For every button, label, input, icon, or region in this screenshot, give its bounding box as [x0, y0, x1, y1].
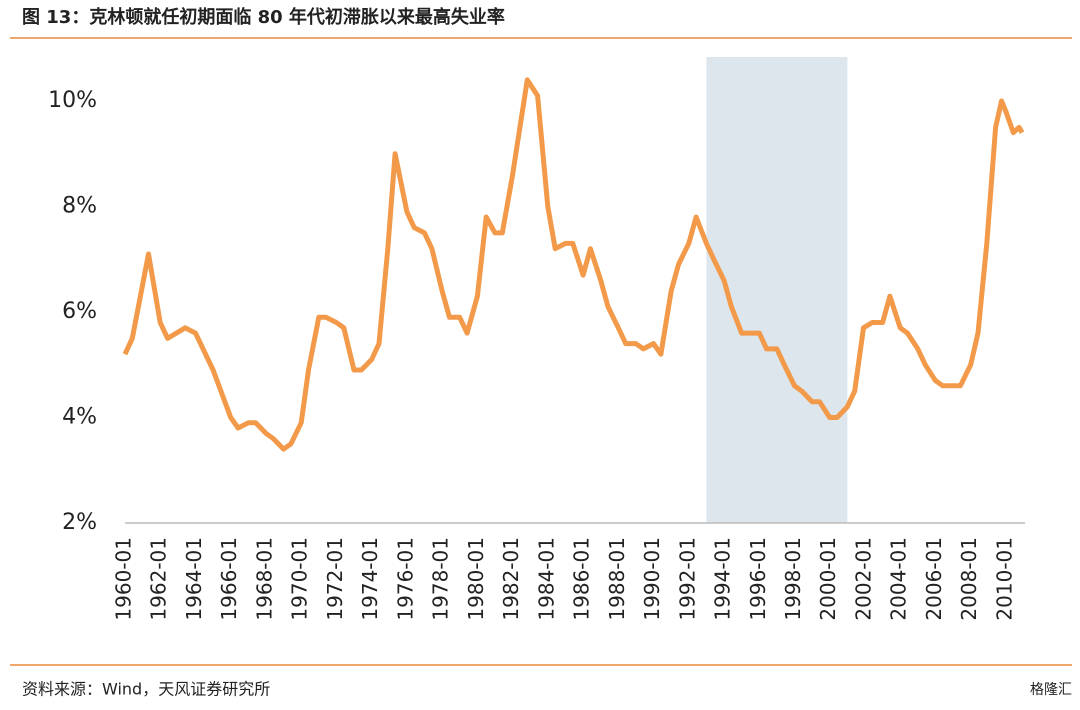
x-tick-label: 1968-01: [252, 537, 276, 621]
x-tick-label: 2008-01: [957, 537, 981, 621]
x-tick-label: 2000-01: [816, 537, 840, 621]
y-tick-label: 4%: [62, 404, 97, 429]
x-tick-label: 1994-01: [711, 537, 735, 621]
x-tick-label: 1980-01: [464, 537, 488, 621]
x-tick-label: 1992-01: [675, 537, 699, 621]
x-tick-label: 1970-01: [288, 537, 312, 621]
shaded-period: [706, 57, 848, 523]
x-tick-label: 2006-01: [922, 537, 946, 621]
x-tick-label: 2004-01: [887, 537, 911, 621]
x-tick-label: 1962-01: [147, 537, 171, 621]
source: 资料来源：Wind，天风证券研究所: [22, 680, 270, 699]
x-tick-label: 1988-01: [605, 537, 629, 621]
y-tick-label: 2%: [62, 510, 97, 535]
x-tick-label: 1984-01: [534, 537, 558, 621]
x-tick-label: 1982-01: [499, 537, 523, 621]
x-tick-label: 1978-01: [429, 537, 453, 621]
x-tick-label: 1974-01: [358, 537, 382, 621]
x-tick-label: 2002-01: [851, 537, 875, 621]
series-line: [122, 77, 1025, 452]
x-tick-label: 1986-01: [570, 537, 594, 621]
y-tick-label: 10%: [48, 88, 97, 113]
y-tick-label: 8%: [62, 193, 97, 218]
x-tick-label: 1990-01: [640, 537, 664, 621]
x-tick-label: 1966-01: [217, 537, 241, 621]
x-tick-label: 1976-01: [393, 537, 417, 621]
chart-title: 图 13：克林顿就任初期面临 80 年代初滞胀以来最高失业率: [22, 6, 505, 28]
x-tick-label: 1998-01: [781, 537, 805, 621]
x-tick-label: 2010-01: [992, 537, 1016, 621]
x-tick-label: 1996-01: [746, 537, 770, 621]
x-tick-label: 1972-01: [323, 537, 347, 621]
y-tick-label: 6%: [62, 299, 97, 324]
x-tick-label: 1960-01: [112, 537, 136, 621]
watermark: 格隆汇: [1030, 682, 1072, 698]
x-tick-label: 1964-01: [182, 537, 206, 621]
